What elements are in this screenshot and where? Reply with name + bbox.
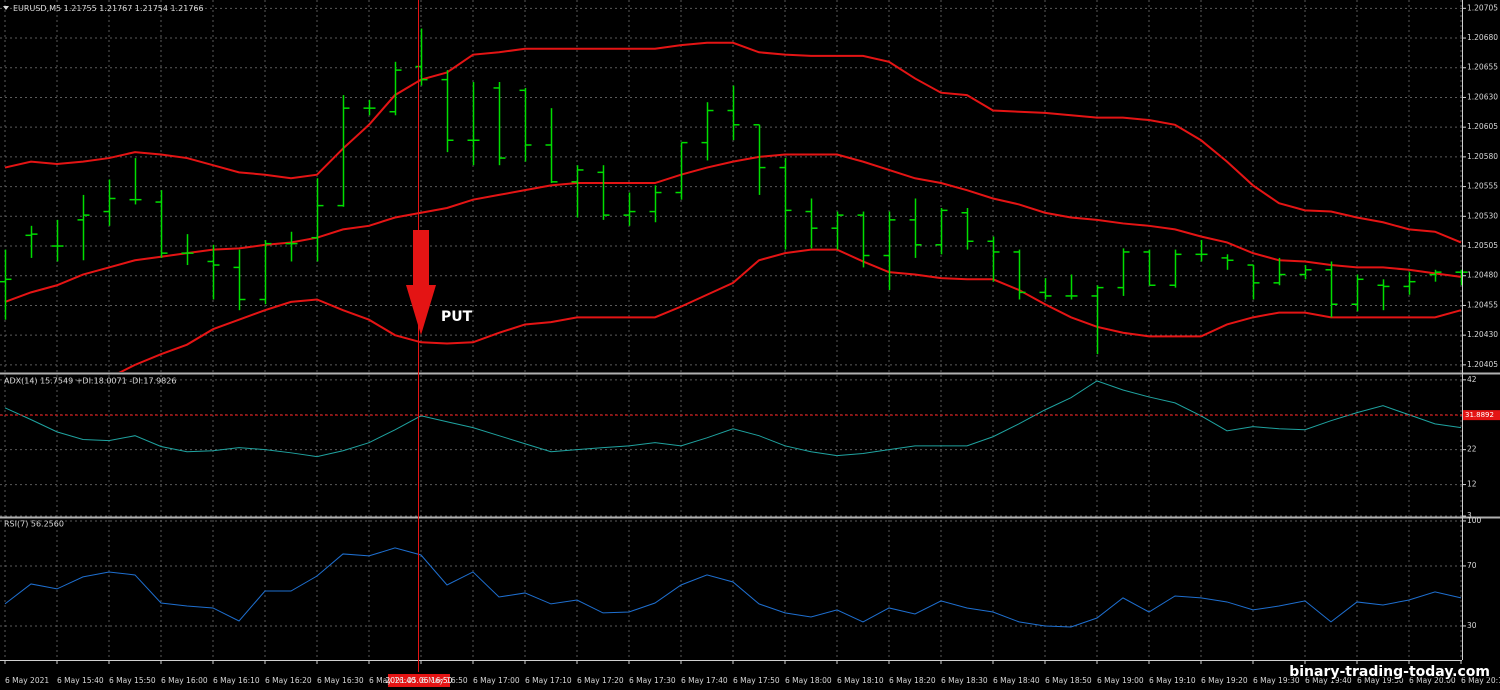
x-tick-label: 6 May 19:00 — [1097, 676, 1144, 685]
y-tick-label: 1.20530 — [1467, 211, 1498, 220]
adx-title: ADX(14) 15.7549 +DI:18.0071 -DI:17.9826 — [4, 377, 176, 386]
cursor-label: 2021.05.06 16:50 — [386, 676, 453, 685]
x-tick-label: 6 May 16:00 — [161, 676, 208, 685]
text-layer: 6 May 2021 6 May 15:40 6 May 15:50 6 May 16… — [4, 3, 1500, 685]
x-tick-label: 6 May 19:30 — [1253, 676, 1300, 685]
x-tick-label: 6 May 19:50 — [1357, 676, 1404, 685]
x-tick-label: 6 May 18:50 — [1045, 676, 1092, 685]
y-tick-label: 100 — [1467, 516, 1482, 525]
x-tick-label: 6 May 19:40 — [1305, 676, 1352, 685]
mark-layer — [0, 28, 1468, 628]
x-tick-label: 6 May 16:10 — [213, 676, 260, 685]
y-tick-label: 70 — [1467, 561, 1477, 570]
rsi-title: RSI(7) 56.2560 — [4, 520, 64, 529]
indicator-line — [4, 380, 1462, 458]
x-tick-label: 6 May 20:00 — [1409, 676, 1456, 685]
x-tick-label: 6 May 16:40 — [369, 676, 416, 685]
x-tick-label: 6 May 20:10 — [1461, 676, 1500, 685]
chart-title: EURUSD,M5 1.21755 1.21767 1.21754 1.2176… — [13, 4, 204, 13]
y-tick-label: 1.20680 — [1467, 33, 1498, 42]
x-tick-label: 6 May 16:20 — [265, 676, 312, 685]
x-tick-label: 6 May 17:40 — [681, 676, 728, 685]
y-tick-label: 22 — [1467, 445, 1477, 454]
y-tick-label: 1.20705 — [1467, 3, 1498, 12]
x-tick-label: 6 May 18:10 — [837, 676, 884, 685]
y-tick-label: 1.20505 — [1467, 241, 1498, 250]
x-tick-label: 6 May 18:40 — [993, 676, 1040, 685]
x-tick-label: 6 May 15:50 — [109, 676, 156, 685]
x-tick-label: 6 May 19:20 — [1201, 676, 1248, 685]
x-tick-label: 6 May 19:10 — [1149, 676, 1196, 685]
y-tick-label: 1.20555 — [1467, 182, 1498, 191]
y-tick-label: 1.20430 — [1467, 330, 1498, 339]
x-tick-label: 6 May 17:20 — [577, 676, 624, 685]
y-tick-label: 1.20655 — [1467, 63, 1498, 72]
band-upper — [4, 41, 1462, 244]
y-tick-label: 1.20580 — [1467, 152, 1498, 161]
level-label: 31.8892 — [1465, 411, 1494, 419]
x-tick-label: 6 May 17:00 — [473, 676, 520, 685]
y-tick-label: 30 — [1467, 621, 1477, 630]
watermark: binary-trading-today.com — [1289, 664, 1490, 680]
y-tick-label: 1.20405 — [1467, 360, 1498, 369]
x-tick-label: 6 May 17:50 — [733, 676, 780, 685]
x-tick-label: 6 May 17:30 — [629, 676, 676, 685]
x-tick-label: 6 May 16:30 — [317, 676, 364, 685]
level-label-box — [1463, 410, 1500, 421]
y-tick-label: 1.20480 — [1467, 271, 1498, 280]
x-tick-label: 6 May 17:10 — [525, 676, 572, 685]
annotation: PUT — [441, 309, 473, 325]
y-tick-label: 42 — [1467, 375, 1477, 384]
indicator-line — [4, 547, 1462, 628]
cursor-label-box — [388, 674, 450, 687]
y-tick-label: 1.20455 — [1467, 300, 1498, 309]
x-tick-label: 6 May 16:50 — [421, 676, 468, 685]
band-middle — [4, 153, 1462, 303]
y-tick-label: 1.20630 — [1467, 92, 1498, 101]
x-tick-label: 6 May 2021 — [5, 676, 49, 685]
grid-layer — [0, 0, 1462, 660]
put-arrow — [406, 230, 436, 335]
y-tick-label: 1.20605 — [1467, 122, 1498, 131]
collapse-icon — [3, 6, 9, 10]
x-tick-label: 6 May 15:40 — [57, 676, 104, 685]
y-tick-label: 12 — [1467, 480, 1477, 489]
band-lower — [118, 248, 1462, 372]
x-tick-label: 6 May 18:00 — [785, 676, 832, 685]
x-tick-label: 6 May 18:20 — [889, 676, 936, 685]
x-tick-label: 6 May 18:30 — [941, 676, 988, 685]
y-tick-label: 3 — [1467, 511, 1472, 520]
